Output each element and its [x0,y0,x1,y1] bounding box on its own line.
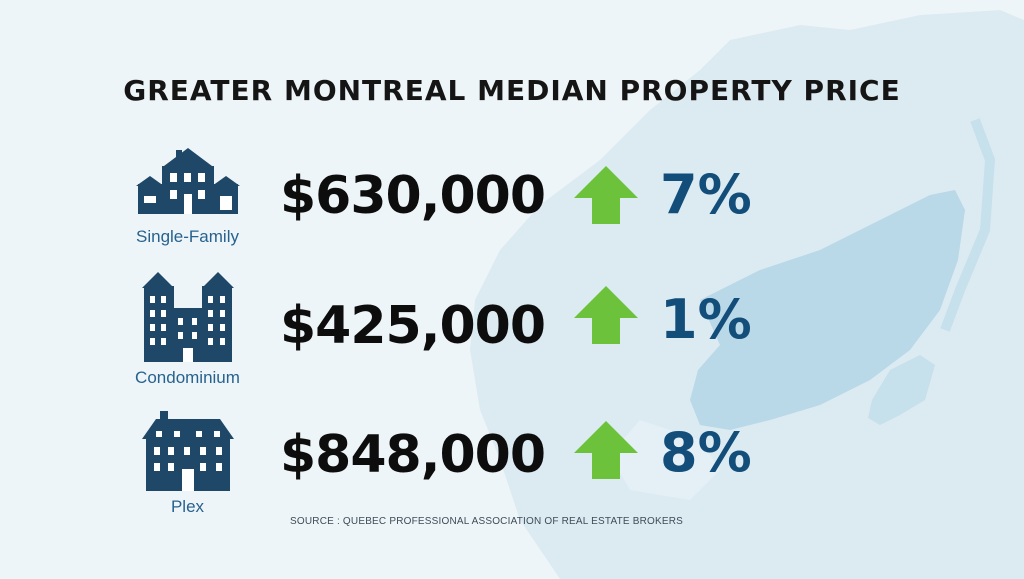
up-arrow-icon [574,166,638,229]
condominium-price: $425,000 [280,296,546,356]
price-row-single-family: Single-Family $630,000 7% [0,140,1024,270]
up-arrow-icon [574,286,638,349]
map-region [690,190,965,430]
plex-building-icon [128,409,248,499]
map-island [868,355,935,425]
up-arrow-icon [574,421,638,484]
plex-label: Plex [170,497,205,516]
condominium-building-icon [128,270,248,362]
single-family-price: $630,000 [280,166,546,226]
plex-price: $848,000 [280,425,546,485]
price-row-plex: Plex $848,000 8% [0,405,1024,535]
single-family-house-icon [128,144,248,234]
single-family-label: Single-Family [136,227,239,246]
condominium-label: Condominium [135,368,240,387]
map-river [940,118,996,332]
condominium-change: 1% [660,288,752,351]
page-title: GREATER MONTREAL MEDIAN PROPERTY PRICE [123,74,901,107]
single-family-change: 7% [660,163,752,226]
plex-change: 8% [660,421,752,484]
source-note: SOURCE : QUEBEC PROFESSIONAL ASSOCIATION… [290,516,684,527]
price-row-condominium: Condominium $425,000 1% [0,270,1024,400]
map-lake [610,420,720,500]
